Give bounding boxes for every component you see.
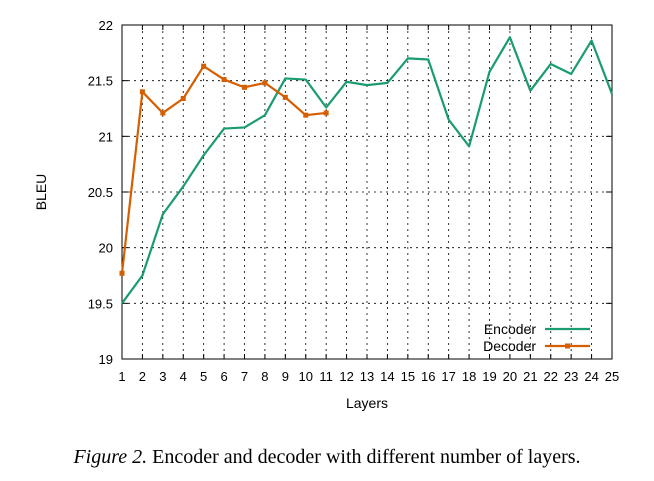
x-tick-label: 17	[441, 369, 455, 384]
x-tick-label: 20	[503, 369, 517, 384]
x-tick-label: 22	[544, 369, 558, 384]
x-tick-label: 7	[241, 369, 248, 384]
encoder-line	[121, 36, 614, 304]
decoder-point	[242, 84, 247, 90]
x-tick-label: 12	[339, 369, 353, 384]
x-tick-label: 14	[380, 369, 394, 384]
decoder-point	[119, 270, 125, 276]
x-tick-label: 16	[421, 369, 435, 384]
decoder-point	[262, 80, 268, 86]
y-axis-label: BLEU	[33, 174, 49, 211]
legend-marker-decoder	[565, 343, 570, 349]
x-tick-label: 25	[605, 369, 619, 384]
x-tick-label: 18	[462, 369, 476, 384]
figure-label: Figure 2.	[73, 446, 148, 468]
line-chart: 1 2 3 4 5 6 7 8 9 10 11 12 13 14 15 16 17 18 19 20 21 22 23 24 2…	[33, 18, 620, 411]
decoder-point	[180, 95, 186, 101]
x-tick-label: 13	[360, 369, 374, 384]
x-tick-label: 11	[319, 369, 333, 384]
x-tick-label: 19	[482, 369, 496, 384]
decoder-point	[201, 63, 207, 69]
x-tick-label: 23	[564, 369, 578, 384]
decoder-point	[221, 77, 227, 83]
x-tick-label: 6	[220, 369, 227, 384]
y-tick-label: 20.5	[88, 185, 113, 200]
x-tick-label: 15	[401, 369, 415, 384]
x-tick-label: 4	[180, 369, 187, 384]
x-tick-label: 9	[282, 369, 289, 384]
axis-ticks: 1 2 3 4 5 6 7 8 9 10 11 12 13 14 15 16 17 18 19 20 21 22 23 24 2…	[88, 18, 620, 384]
decoder-point	[139, 89, 145, 95]
decoder-point	[282, 94, 288, 100]
y-tick-label: 20	[99, 241, 113, 256]
y-tick-label: 21.5	[88, 74, 113, 89]
x-tick-label: 21	[523, 369, 537, 384]
decoder-point	[160, 110, 166, 116]
legend-label-encoder: Encoder	[484, 321, 536, 337]
x-tick-label: 24	[584, 369, 598, 384]
grid-lines	[122, 25, 612, 359]
decoder-point	[323, 110, 329, 116]
series-layer	[119, 36, 614, 304]
x-tick-label: 8	[261, 369, 268, 384]
figure-caption: Figure 2. Encoder and decoder with diffe…	[0, 446, 654, 469]
y-tick-label: 22	[99, 18, 113, 33]
y-tick-label: 19	[99, 352, 113, 367]
x-tick-label: 3	[159, 369, 166, 384]
x-tick-label: 10	[299, 369, 313, 384]
x-tick-label: 5	[200, 369, 207, 384]
caption-text: Encoder and decoder with different numbe…	[147, 446, 581, 468]
y-tick-label: 21	[99, 129, 113, 144]
x-tick-label: 1	[118, 369, 125, 384]
legend-label-decoder: Decoder	[483, 338, 536, 354]
x-tick-label: 2	[139, 369, 146, 384]
decoder-point	[303, 112, 309, 118]
x-axis-label: Layers	[346, 395, 388, 411]
y-tick-label: 19.5	[88, 296, 113, 311]
